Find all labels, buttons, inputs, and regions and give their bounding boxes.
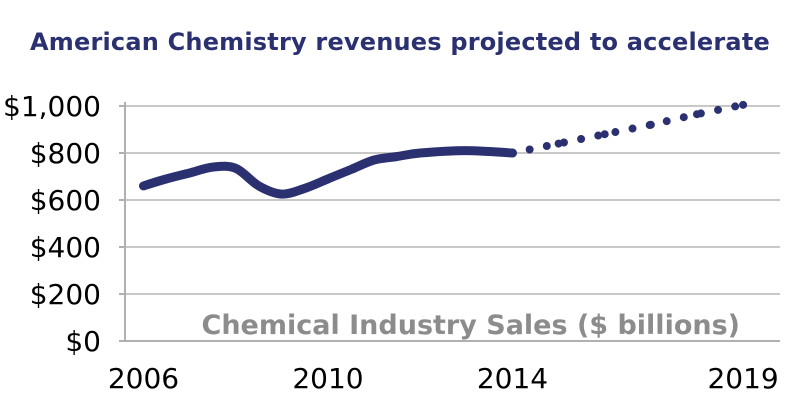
actual-sales-line	[139, 146, 517, 199]
y-tick-label: $1,000	[3, 90, 101, 123]
projected-sales-point	[692, 110, 701, 119]
x-axis-ticks: 2006 2010 2014 2019	[108, 362, 779, 395]
y-tick-label: $600	[30, 184, 101, 217]
y-tick-label: $0	[65, 325, 101, 358]
projected-sales-point	[508, 149, 517, 157]
y-tick-label: $200	[30, 278, 101, 311]
x-tick-label: 2006	[108, 362, 179, 395]
y-tick-label: $400	[30, 231, 101, 264]
projected-sales-point	[646, 120, 655, 129]
chart-title: American Chemistry revenues projected to…	[30, 28, 770, 56]
x-tick-label: 2010	[292, 362, 363, 395]
projected-sales-point	[554, 139, 563, 148]
axes	[119, 102, 780, 342]
y-axis-ticks: $0 $200 $400 $600 $800 $1,000	[3, 90, 101, 358]
projected-sales-point	[600, 130, 609, 139]
chart-annotation: Chemical Industry Sales ($ billions)	[202, 310, 740, 341]
x-tick-label: 2019	[707, 362, 778, 395]
series-layer	[139, 100, 748, 199]
y-tick-label: $800	[30, 137, 101, 170]
x-tick-label: 2014	[477, 362, 548, 395]
projected-sales-line	[508, 100, 748, 157]
gridlines	[125, 105, 780, 295]
projected-sales-point	[739, 100, 748, 109]
